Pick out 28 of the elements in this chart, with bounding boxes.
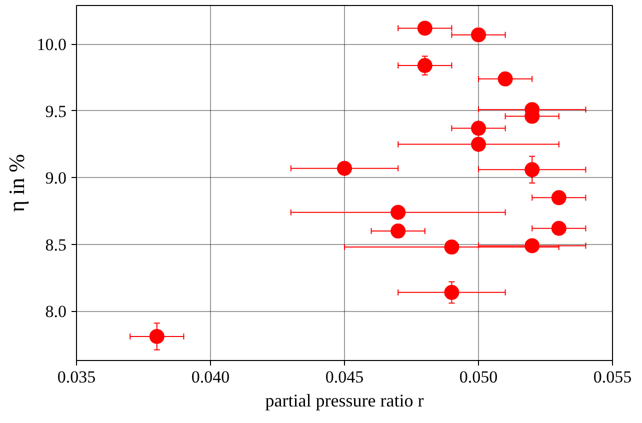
- point: [498, 71, 513, 86]
- point: [551, 190, 566, 206]
- point: [444, 284, 460, 300]
- x-axis-title: partial pressure ratio r: [265, 390, 424, 410]
- point: [551, 220, 566, 236]
- point: [444, 240, 460, 255]
- x-tick-label: 0.045: [325, 368, 364, 386]
- y-tick-label: 8.5: [45, 235, 66, 254]
- y-tick-label: 8.0: [45, 302, 66, 322]
- x-tick-label: 0.055: [593, 368, 632, 386]
- y-axis-title: η in %: [4, 154, 29, 212]
- point: [471, 136, 486, 152]
- point: [524, 238, 540, 254]
- y-tick-label: 9.5: [45, 102, 66, 121]
- point: [524, 162, 540, 178]
- point: [337, 160, 352, 176]
- x-tick-label: 0.035: [57, 368, 96, 386]
- point: [417, 58, 432, 74]
- x-tick-label: 0.050: [459, 368, 498, 386]
- y-tick-label: 10.0: [36, 35, 66, 54]
- point: [390, 224, 406, 239]
- point: [149, 328, 164, 344]
- point: [471, 120, 486, 136]
- point: [390, 204, 406, 220]
- x-tick-label: 0.040: [191, 368, 230, 386]
- y-tick-label: 9.0: [45, 168, 66, 188]
- point: [417, 20, 432, 36]
- point: [471, 27, 486, 42]
